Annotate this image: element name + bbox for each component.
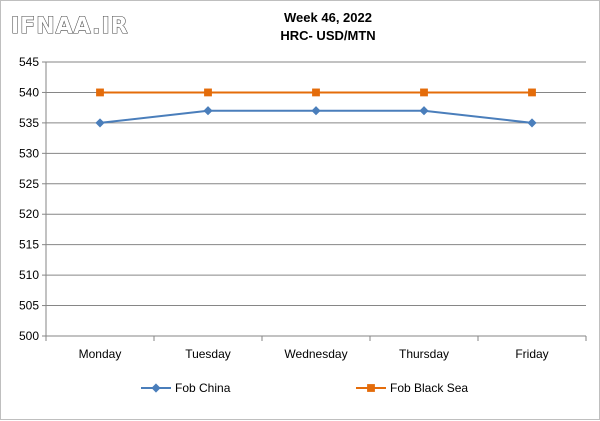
x-tick-label-monday: Monday bbox=[79, 347, 122, 361]
y-tick-label-535: 535 bbox=[19, 116, 39, 130]
y-axis-tick-labels: 500 505 510 515 520 525 530 535 540 545 bbox=[19, 55, 39, 343]
x-axis-tick-labels: Monday Tuesday Wednesday Thursday Friday bbox=[79, 347, 549, 361]
y-tick-label-525: 525 bbox=[19, 177, 39, 191]
data-point-fob-black-sea-1 bbox=[204, 88, 212, 97]
chart-subtitle: HRC- USD/MTN bbox=[280, 28, 375, 43]
series-fob-china bbox=[95, 106, 537, 128]
watermark-logo: IFNAA.IR bbox=[11, 14, 129, 39]
x-tick-label-thursday: Thursday bbox=[399, 347, 449, 361]
legend-marker-fob-black-sea bbox=[367, 384, 375, 392]
y-tick-label-500: 500 bbox=[19, 329, 39, 343]
data-point-fob-black-sea-2 bbox=[312, 88, 320, 97]
legend-item-fob-black-sea: Fob Black Sea bbox=[356, 381, 468, 395]
legend-label-fob-china: Fob China bbox=[175, 381, 231, 395]
data-point-fob-china-3 bbox=[419, 106, 429, 116]
y-tick-label-505: 505 bbox=[19, 299, 39, 313]
data-point-fob-black-sea-4 bbox=[528, 88, 536, 97]
y-tick-label-510: 510 bbox=[19, 268, 39, 282]
axes bbox=[42, 61, 587, 341]
y-tick-label-515: 515 bbox=[19, 238, 39, 252]
data-point-fob-black-sea-3 bbox=[420, 88, 428, 97]
legend-item-fob-china: Fob China bbox=[141, 381, 231, 395]
series-fob-black-sea bbox=[96, 88, 536, 97]
x-tick-label-wednesday: Wednesday bbox=[284, 347, 347, 361]
legend: Fob China Fob Black Sea bbox=[141, 381, 468, 395]
data-point-fob-china-4 bbox=[527, 118, 537, 128]
data-point-fob-china-0 bbox=[95, 118, 105, 128]
data-point-fob-china-1 bbox=[203, 106, 213, 116]
y-tick-label-540: 540 bbox=[19, 85, 39, 99]
x-tick-label-tuesday: Tuesday bbox=[185, 347, 231, 361]
y-tick-label-520: 520 bbox=[19, 207, 39, 221]
y-tick-label-530: 530 bbox=[19, 146, 39, 160]
gridlines bbox=[46, 61, 586, 307]
data-point-fob-china-2 bbox=[311, 106, 321, 116]
x-tick-label-friday: Friday bbox=[515, 347, 548, 361]
legend-label-fob-black-sea: Fob Black Sea bbox=[390, 381, 468, 395]
data-point-fob-black-sea-0 bbox=[96, 88, 104, 97]
legend-marker-fob-china bbox=[151, 383, 161, 393]
y-tick-label-545: 545 bbox=[19, 55, 39, 69]
chart-title: Week 46, 2022 bbox=[284, 10, 372, 25]
series bbox=[95, 88, 537, 128]
